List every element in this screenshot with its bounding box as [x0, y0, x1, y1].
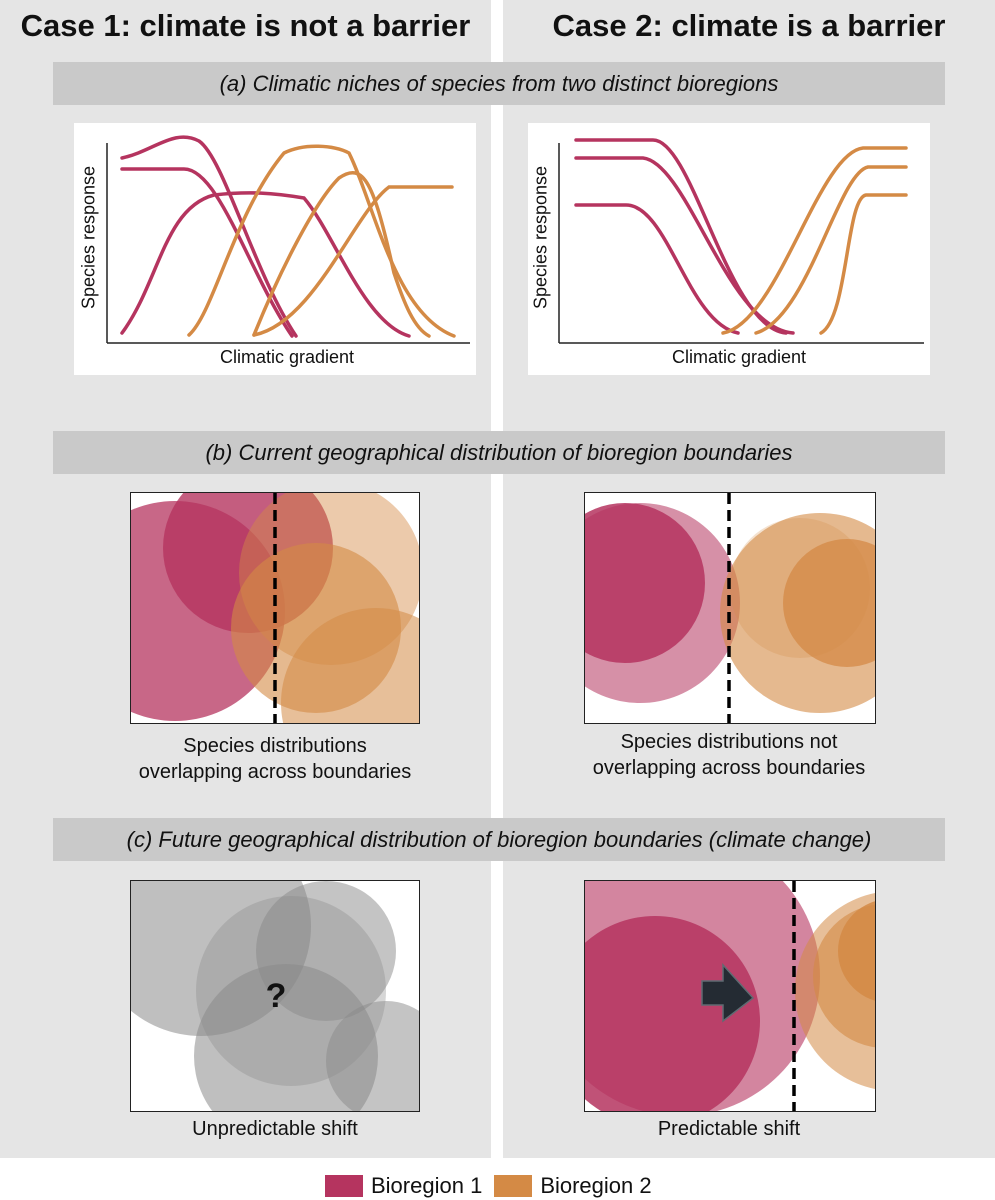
shift-arrow-icon [701, 963, 755, 1023]
distribution-circles-b-left [131, 493, 419, 723]
species-range-b2 [783, 539, 875, 667]
distribution-circles-c-left: ? [131, 881, 419, 1111]
niche-plot-right: Species response Climatic gradient [528, 123, 930, 375]
niche-curve-b2-3 [252, 185, 454, 337]
caption-b-right: Species distributions not overlapping ac… [584, 729, 874, 781]
caption-b-right-line1: Species distributions not [620, 731, 838, 753]
case2-title: Case 2: climate is a barrier [552, 8, 946, 43]
niche-curve-b2-1 [187, 144, 456, 338]
legend: Bioregion 1 Bioregion 2 [325, 1172, 664, 1200]
panel-b-title: (b) Current geographical distribution of… [53, 431, 945, 474]
niche-curve-b1-1 [120, 135, 298, 338]
species-range-b2 [838, 901, 875, 1001]
legend-swatch-bioregion1 [325, 1175, 363, 1197]
species-range-b2 [281, 608, 419, 723]
distribution-circles-b-right [585, 493, 875, 723]
map-current-separated [584, 492, 876, 724]
case1-title: Case 1: climate is not a barrier [20, 8, 471, 43]
niche-curve-b1-1 [574, 138, 788, 335]
y-axis-label-left: Species response [78, 165, 99, 310]
x-axis-label-right: Climatic gradient [671, 347, 807, 367]
niche-curve-b2-2 [754, 165, 908, 335]
legend-swatch-bioregion2 [494, 1175, 533, 1197]
map-future-predictable [584, 880, 876, 1112]
panel-c-title: (c) Future geographical distribution of … [53, 818, 945, 861]
caption-b-right-line2: overlapping across boundaries [592, 757, 866, 779]
map-current-overlapping [130, 492, 420, 724]
niche-curve-b2-1 [721, 146, 908, 335]
caption-b-left-line2: overlapping across boundaries [138, 761, 412, 783]
niche-curve-b2-3 [819, 193, 908, 335]
distribution-circles-c-right [585, 881, 875, 1111]
caption-b-left-line1: Species distributions [183, 735, 367, 757]
species-range-b1 [585, 503, 705, 663]
question-mark: ? [266, 977, 287, 1015]
niche-curves-left [106, 135, 470, 344]
species-range-b1 [585, 916, 760, 1111]
caption-b-left: Species distributions overlapping across… [130, 733, 420, 785]
niche-curve-b1-2 [120, 167, 294, 338]
niche-curve-b1-3 [120, 191, 411, 338]
y-axis-label-right: Species response [530, 165, 551, 310]
niche-curve-b2-2 [252, 171, 431, 338]
caption-c-left: Unpredictable shift [192, 1118, 358, 1140]
niche-curves-right [558, 138, 924, 344]
legend-label-bioregion2: Bioregion 2 [540, 1173, 652, 1198]
caption-c-right: Predictable shift [657, 1118, 801, 1140]
niche-curve-b1-2 [574, 156, 795, 335]
species-range-unknown [326, 1001, 419, 1111]
legend-label-bioregion1: Bioregion 1 [371, 1173, 483, 1198]
map-future-unpredictable: ? [130, 880, 420, 1112]
niche-curve-b1-3 [574, 203, 740, 335]
panel-a-title: (a) Climatic niches of species from two … [53, 62, 945, 105]
niche-plot-left: Species response Climatic gradient [74, 123, 476, 375]
x-axis-label-left: Climatic gradient [219, 347, 355, 367]
